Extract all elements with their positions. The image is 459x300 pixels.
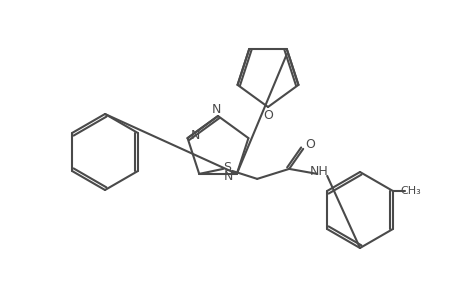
Text: NH: NH [309,165,328,178]
Text: N: N [211,103,220,116]
Text: CH₃: CH₃ [400,186,420,196]
Text: S: S [223,161,231,174]
Text: N: N [190,129,200,142]
Text: O: O [305,138,314,152]
Text: O: O [263,109,272,122]
Text: N: N [224,170,233,183]
